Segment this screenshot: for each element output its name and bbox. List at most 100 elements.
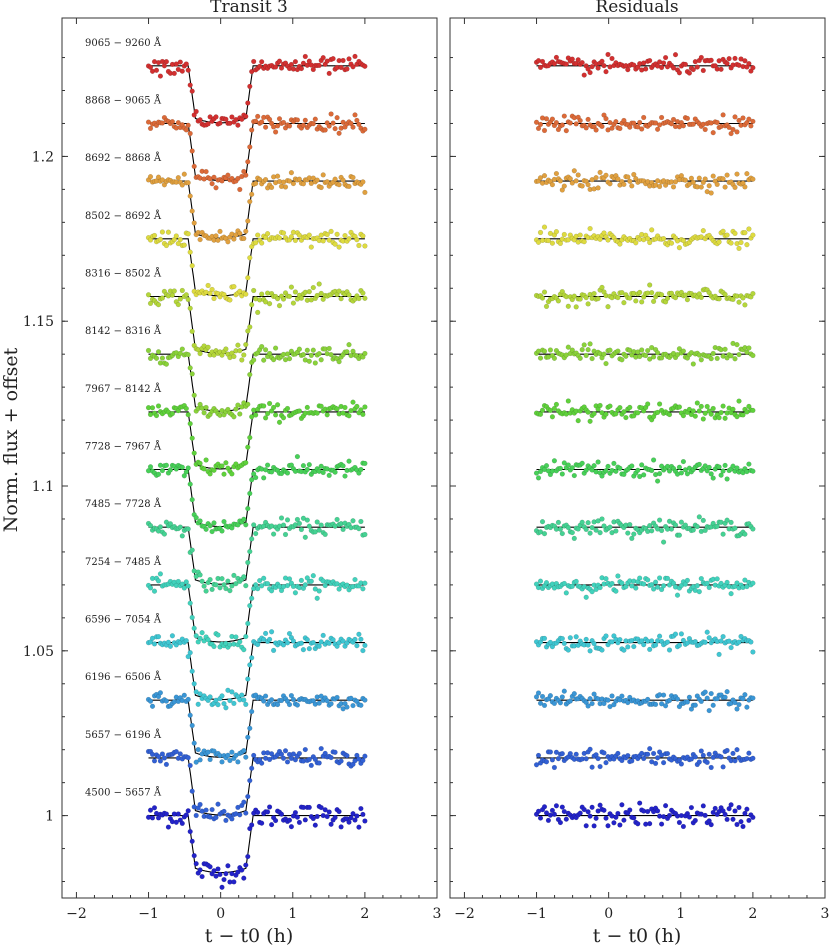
residuals-data-point <box>666 647 673 653</box>
transit-data-point <box>322 127 328 133</box>
transit-data-point <box>181 585 187 591</box>
transit-data-point <box>278 515 285 521</box>
residuals-data-point <box>629 583 635 589</box>
transit-data-point <box>255 586 261 592</box>
transit-data-point <box>362 404 368 410</box>
residuals-data-point <box>654 126 661 132</box>
residuals-data-point <box>597 169 603 176</box>
transit-model-line <box>148 295 365 355</box>
residuals-data-point <box>607 347 613 353</box>
residuals-data-point <box>555 756 562 762</box>
residuals-data-point <box>688 756 695 762</box>
residuals-data-point <box>649 290 655 296</box>
residuals-series <box>533 514 756 545</box>
transit-data-point <box>189 668 195 674</box>
transit-data-point <box>145 292 152 298</box>
transit-data-point <box>324 412 330 418</box>
transit-data-point <box>245 853 251 860</box>
transit-data-point <box>282 748 289 754</box>
transit-data-point <box>167 467 174 473</box>
residuals-data-point <box>565 462 571 468</box>
transit-data-point <box>362 753 368 759</box>
residuals-data-point <box>724 232 730 238</box>
transit-data-point <box>191 625 197 631</box>
transit-data-point <box>310 573 316 579</box>
transit-data-point <box>296 520 303 527</box>
transit-data-point <box>304 517 310 523</box>
residuals-data-point <box>746 60 752 67</box>
residuals-data-point <box>621 409 627 415</box>
transit-data-point <box>245 275 251 281</box>
residuals-data-point <box>639 347 645 353</box>
transit-data-point <box>352 576 358 583</box>
residuals-data-point <box>585 116 591 123</box>
band-label: 8316 − 8502 Å <box>85 268 162 280</box>
residuals-data-point <box>559 635 565 642</box>
residuals-data-point <box>700 416 706 422</box>
transit-data-point <box>356 631 362 637</box>
residuals-data-point <box>740 823 746 830</box>
transit-data-point <box>163 698 170 704</box>
residuals-data-point <box>664 575 671 582</box>
residuals-data-point <box>710 809 716 816</box>
residuals-data-point <box>599 647 605 653</box>
transit-data-point <box>187 600 193 606</box>
residuals-data-point <box>694 583 700 589</box>
transit-data-point <box>183 638 189 644</box>
transit-data-point <box>197 572 203 578</box>
transit-data-point <box>251 287 257 294</box>
residuals-data-point <box>750 695 756 701</box>
transit-data-point <box>296 750 303 757</box>
transit-data-point <box>241 697 247 703</box>
residuals-data-point <box>696 589 702 595</box>
residuals-data-point <box>601 523 607 529</box>
residuals-data-point <box>603 411 609 417</box>
transit-data-point <box>261 698 267 704</box>
transit-data-point <box>362 243 368 249</box>
residuals-data-point <box>603 815 609 821</box>
residuals-data-point <box>613 814 619 820</box>
residuals-data-point <box>670 580 677 586</box>
transit-data-point <box>294 814 301 820</box>
transit-data-point <box>275 402 281 408</box>
transit-data-point <box>163 462 170 468</box>
transit-data-point <box>308 352 314 359</box>
residuals-data-point <box>734 706 740 712</box>
residuals-data-point <box>607 181 613 187</box>
transit-data-point <box>352 817 358 823</box>
transit-data-point <box>336 130 342 136</box>
transit-data-point <box>358 702 364 708</box>
transit-data-point <box>213 582 219 588</box>
transit-data-point <box>183 469 189 475</box>
transit-data-point <box>249 191 255 197</box>
residuals-data-point <box>658 64 665 71</box>
residuals-data-point <box>656 471 663 477</box>
residuals-data-point <box>549 807 556 814</box>
residuals-data-point <box>623 415 629 421</box>
residuals-data-point <box>619 580 625 586</box>
residuals-data-point <box>746 750 752 756</box>
residuals-data-point <box>581 239 587 245</box>
transit-data-point <box>197 801 203 808</box>
residuals-data-point <box>581 342 587 348</box>
transit-data-point <box>322 807 328 813</box>
residuals-data-point <box>557 178 564 184</box>
residuals-data-point <box>539 407 546 413</box>
residuals-data-point <box>583 352 589 359</box>
residuals-data-point <box>579 460 585 466</box>
transit-data-point <box>318 639 324 645</box>
transit-panel-title: Transit 3 <box>210 0 288 17</box>
residuals-data-point <box>702 812 708 819</box>
transit-data-point <box>324 231 330 238</box>
transit-data-point <box>362 189 368 196</box>
transit-data-point <box>326 809 332 815</box>
transit-data-point <box>235 342 241 348</box>
transit-data-point <box>243 810 249 816</box>
transit-data-point <box>219 759 225 765</box>
transit-data-point <box>284 405 291 412</box>
transit-data-point <box>338 824 344 830</box>
residuals-data-point <box>720 112 726 118</box>
transit-data-point <box>245 328 251 334</box>
transit-data-point <box>247 372 253 378</box>
residuals-data-point <box>597 802 603 808</box>
